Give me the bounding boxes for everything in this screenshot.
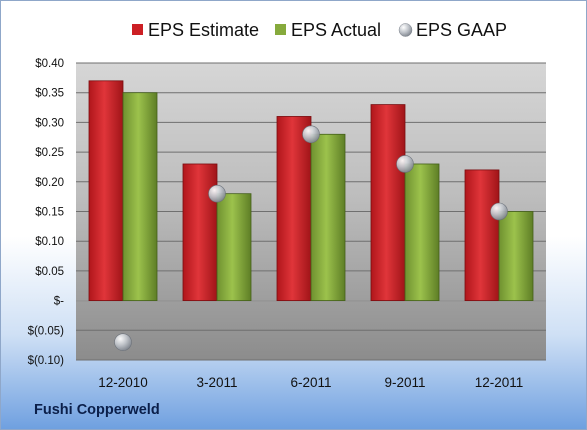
point-eps-gaap [114, 333, 132, 351]
y-tick-label: $0.20 [35, 177, 64, 189]
y-tick-label: $(0.05) [28, 325, 65, 337]
bar-eps-estimate [464, 169, 500, 301]
legend-label: EPS Estimate [148, 20, 259, 40]
point-eps-gaap [396, 155, 414, 173]
x-tick-label: 9-2011 [384, 375, 425, 390]
legend-label: EPS Actual [291, 20, 381, 40]
legend-label: EPS GAAP [416, 20, 507, 40]
x-tick-label: 12-2010 [98, 375, 148, 390]
legend-swatch [132, 24, 143, 35]
legend: EPS Estimate EPS Actual EPS GAAP [132, 20, 507, 40]
company-name: Fushi Copperweld [34, 402, 160, 418]
bar-eps-actual [310, 133, 346, 302]
bar-eps-estimate [182, 163, 218, 301]
x-tick-label: 6-2011 [290, 375, 331, 390]
plot-area: $0.40 $0.35 $0.30 $0.25 $0.20 $0.15 $0.10 $0.05… [28, 58, 546, 390]
y-tick-label: $0.35 [35, 88, 64, 100]
y-tick-label: $0.15 [35, 207, 64, 219]
x-tick-label: 12-2011 [475, 375, 524, 390]
bar-eps-estimate [88, 80, 124, 301]
y-tick-label: $0.05 [35, 266, 64, 278]
x-tick-label: 3-2011 [196, 375, 237, 390]
legend-swatch [398, 23, 413, 37]
y-tick-label: $0.30 [35, 117, 64, 129]
y-tick-label: $0.40 [35, 58, 64, 70]
y-tick-label: $(0.10) [28, 355, 65, 367]
y-tick-label: $0.25 [35, 147, 64, 159]
bar-eps-actual [498, 211, 534, 301]
point-eps-gaap [302, 125, 320, 144]
bar-eps-actual [404, 163, 440, 301]
bar-eps-estimate [276, 116, 312, 301]
point-eps-gaap [490, 202, 508, 221]
legend-swatch [275, 24, 286, 35]
bar-eps-estimate [370, 104, 406, 302]
y-tick-label: $0.10 [35, 236, 64, 248]
point-eps-gaap [208, 184, 226, 203]
y-tick-label: $- [54, 296, 64, 308]
bar-eps-actual [122, 92, 158, 301]
bar-eps-actual [216, 193, 252, 301]
